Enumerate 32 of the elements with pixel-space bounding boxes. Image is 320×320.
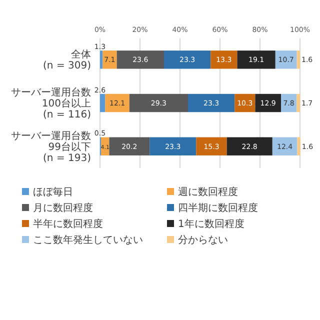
bar <box>296 94 300 112</box>
y-tick-label: サーバー運用台数 100台以上 (n = 116) <box>11 86 92 120</box>
bar <box>237 50 276 69</box>
bar <box>272 137 298 156</box>
legend-label: ここ数年発生していない <box>33 234 143 246</box>
bar <box>296 50 300 69</box>
bar <box>226 137 272 156</box>
legend-label: ほぼ毎日 <box>33 186 73 198</box>
bar <box>255 94 281 112</box>
bar <box>210 50 238 69</box>
bar <box>100 50 103 69</box>
legend-label: 1年に数回程度 <box>178 218 244 230</box>
bar <box>129 94 188 112</box>
bar <box>105 94 130 112</box>
bar <box>297 137 300 156</box>
bar <box>100 94 106 112</box>
legend-label: 半年に数回程度 <box>33 218 103 230</box>
y-tick-label: サーバー運用台数 99台以下 (n = 193) <box>11 130 92 164</box>
legend-label: 週に数回程度 <box>178 186 238 198</box>
bar <box>116 50 164 69</box>
bar <box>109 137 150 156</box>
legend-label: 月に数回程度 <box>33 202 93 214</box>
bar <box>101 137 110 156</box>
bar <box>196 137 227 156</box>
bar <box>102 50 117 69</box>
y-tick-label: 全体 (n = 309) <box>43 48 92 72</box>
legend-label: 四半期に数回程度 <box>178 202 258 214</box>
bar <box>275 50 297 69</box>
bar <box>150 137 196 156</box>
legend-label: 分からない <box>178 234 228 246</box>
bar <box>164 50 211 69</box>
bar <box>188 94 235 112</box>
